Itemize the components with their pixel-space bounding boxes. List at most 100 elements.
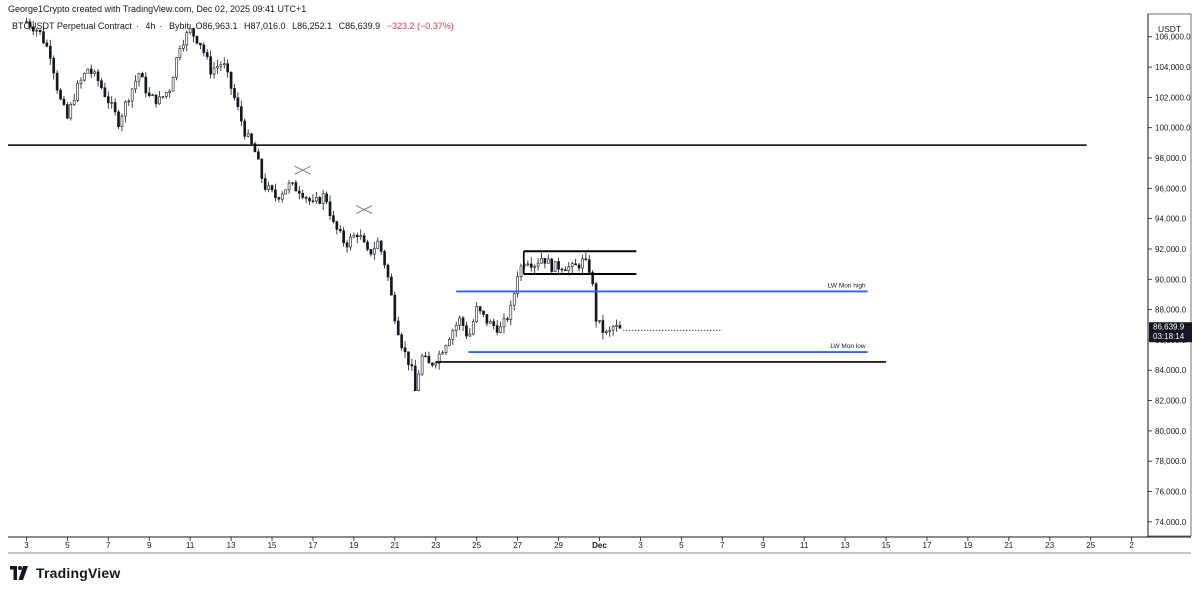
time-tick-label: 21: [1004, 541, 1013, 550]
candle: [383, 251, 386, 266]
candle: [564, 269, 567, 272]
price-tick-label: 96,000.0: [1155, 184, 1187, 193]
candle: [308, 197, 311, 202]
price-tick-label: 88,000.0: [1155, 306, 1187, 315]
candle: [355, 234, 359, 238]
candle: [444, 345, 448, 353]
candle: [171, 77, 175, 92]
chart-credit: George1Crypto created with TradingView.c…: [8, 4, 307, 14]
time-tick-label: 13: [841, 541, 850, 550]
symbol-name[interactable]: BTCUSDT Perpetual Contract: [12, 21, 132, 31]
candle: [499, 326, 502, 333]
price-tick-label: 90,000.0: [1155, 275, 1187, 284]
candle: [280, 193, 284, 200]
price-tick-label: 76,000.0: [1155, 488, 1187, 497]
candle: [485, 314, 489, 324]
candle: [69, 104, 73, 119]
bar-countdown: 03:18:14: [1153, 332, 1185, 341]
time-tick-label: 9: [761, 541, 766, 550]
symbol-info-line: BTCUSDT Perpetual Contract · 4h · Bybit O8…: [12, 21, 454, 31]
candle: [185, 32, 189, 46]
candle: [441, 352, 444, 355]
candle: [253, 143, 257, 153]
candle: [338, 228, 342, 232]
candle: [598, 320, 601, 322]
candle: [178, 48, 182, 58]
candle: [89, 68, 93, 74]
candle: [465, 325, 468, 337]
candle: [205, 52, 209, 57]
candle: [117, 111, 120, 127]
candle: [546, 258, 550, 264]
ohlc-low: L86,252.1: [292, 21, 333, 31]
candle: [216, 66, 219, 69]
line-label: LW Mon low: [830, 343, 866, 350]
candle: [304, 197, 308, 199]
candle: [529, 263, 533, 268]
candle: [161, 96, 165, 98]
candle: [287, 182, 291, 191]
candle: [59, 89, 62, 100]
candle: [246, 133, 250, 137]
candle: [342, 230, 345, 244]
candle: [373, 248, 376, 255]
candle: [536, 262, 540, 267]
time-tick-label: 21: [390, 541, 399, 550]
candle: [130, 88, 134, 102]
candle: [192, 28, 195, 37]
candle: [581, 258, 584, 269]
candle: [141, 73, 144, 78]
tradingview-brand: TradingView: [8, 565, 120, 581]
candle: [489, 321, 492, 324]
price-tick-label: 74,000.0: [1155, 518, 1187, 527]
candle: [594, 283, 598, 322]
candle: [471, 321, 475, 335]
candle: [352, 234, 356, 238]
candle: [168, 90, 172, 93]
last-price-label: 86,639.9: [1153, 323, 1185, 332]
candle: [335, 221, 339, 230]
candle: [233, 88, 236, 99]
candle: [66, 104, 69, 119]
candle: [431, 362, 434, 366]
candle: [611, 326, 615, 331]
candle: [35, 29, 38, 32]
candle: [297, 190, 301, 194]
time-tick-label: 13: [227, 541, 236, 550]
price-tick-label: 100,000.0: [1155, 124, 1191, 133]
candle: [618, 325, 622, 329]
candle: [79, 79, 83, 84]
last-price-marker: 86,639.903:18:14: [622, 322, 1192, 343]
time-tick-label: 5: [65, 541, 70, 550]
candle: [175, 57, 178, 78]
candle: [291, 182, 294, 184]
ohlc-change: −323.2 (−0.37%): [386, 21, 454, 31]
interval[interactable]: 4h: [145, 21, 156, 31]
candle: [461, 317, 465, 326]
candle: [407, 351, 410, 365]
candle: [526, 263, 530, 266]
time-axis[interactable]: 3 5 7 9 11 13 15 17 19 21 23 25 27 29 Dec 3 5 7 9 11 13 15 17 1…: [24, 537, 1134, 550]
candle: [277, 197, 281, 200]
price-axis[interactable]: 106,000.0 104,000.0 102,000.0 100,000.0 98,0…: [1148, 33, 1191, 527]
candle: [229, 71, 233, 89]
candle: [137, 73, 141, 82]
candle: [410, 364, 414, 367]
candle: [325, 193, 328, 203]
price-tick-label: 92,000.0: [1155, 245, 1187, 254]
candle: [151, 94, 154, 96]
candle: [301, 192, 305, 198]
candle: [396, 320, 400, 336]
brand-name: TradingView: [36, 565, 121, 581]
candle: [506, 318, 509, 320]
candle: [550, 258, 554, 272]
time-tick-label: 29: [554, 541, 563, 550]
candle: [512, 293, 516, 306]
time-tick-label: 7: [720, 541, 725, 550]
candle: [76, 83, 79, 101]
candle: [199, 42, 202, 46]
candle: [328, 201, 332, 216]
candle: [567, 266, 571, 272]
price-tick-label: 80,000.0: [1155, 427, 1187, 436]
